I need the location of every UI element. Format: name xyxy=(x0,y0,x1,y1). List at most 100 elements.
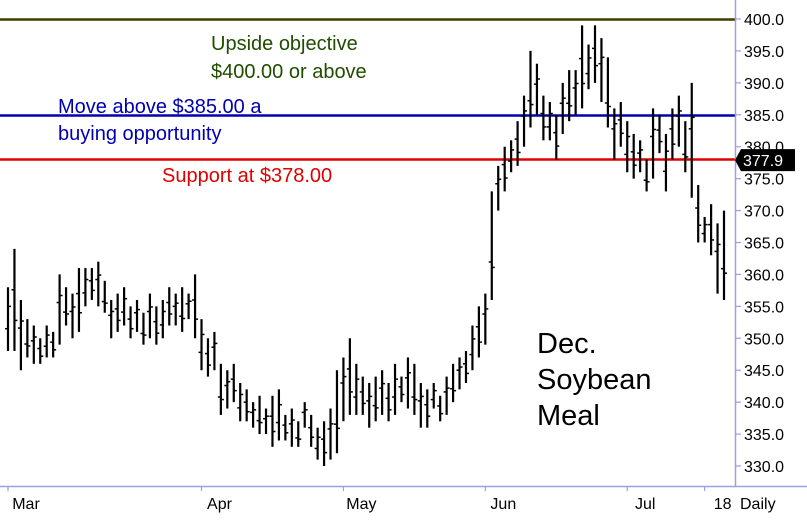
price-bar xyxy=(379,370,386,415)
price-bar xyxy=(643,159,650,192)
price-bar xyxy=(179,287,186,332)
y-tick-label: 335.0 xyxy=(744,427,784,444)
price-bar xyxy=(204,338,211,377)
price-bar xyxy=(295,421,302,447)
y-tick-label: 400.0 xyxy=(744,12,784,29)
price-bar xyxy=(482,293,489,345)
y-tick-label: 385.0 xyxy=(744,108,784,125)
x-tick-label: Apr xyxy=(207,496,233,513)
price-bar xyxy=(372,376,379,422)
price-bar xyxy=(450,363,457,403)
price-bar xyxy=(527,50,534,128)
price-bar xyxy=(314,427,321,460)
y-tick-label: 355.0 xyxy=(744,299,784,316)
price-bar xyxy=(269,395,276,447)
price-bar xyxy=(688,82,695,198)
price-bar xyxy=(127,306,134,339)
price-bar xyxy=(24,319,31,358)
price-bar xyxy=(282,414,289,441)
price-bar xyxy=(572,70,579,115)
price-bar xyxy=(327,408,334,460)
price-bar xyxy=(417,382,424,428)
y-tick-label: 390.0 xyxy=(744,76,784,93)
price-bar xyxy=(340,357,347,422)
x-tick-label: Mar xyxy=(12,496,40,513)
price-bar xyxy=(662,133,669,192)
price-bar xyxy=(82,268,89,307)
price-bar xyxy=(230,363,237,403)
price-bar xyxy=(198,319,205,371)
level-lines xyxy=(0,18,735,161)
price-bar xyxy=(488,191,495,300)
price-bar xyxy=(611,108,618,160)
price-bar xyxy=(256,395,263,435)
price-bar xyxy=(559,82,566,134)
price-bar xyxy=(675,95,682,147)
x-tick-label: Jun xyxy=(490,496,516,513)
level-label-objective: Upside objective xyxy=(211,33,358,55)
level-label-buy: Move above $385.00 a xyxy=(58,96,262,118)
price-bar xyxy=(43,325,50,358)
y-tick-label: 350.0 xyxy=(744,331,784,348)
price-bar xyxy=(624,121,631,173)
price-bar xyxy=(263,408,270,435)
frequency-label: Daily xyxy=(740,496,776,513)
price-bar xyxy=(166,287,173,326)
price-bar xyxy=(75,268,82,332)
price-bar xyxy=(721,210,727,300)
price-bar xyxy=(533,63,540,115)
last-price-box xyxy=(735,149,795,172)
price-bar xyxy=(146,293,153,339)
price-bar xyxy=(37,338,44,364)
price-bar xyxy=(437,395,444,422)
price-bar xyxy=(553,114,560,160)
price-bar xyxy=(540,95,547,141)
price-bar xyxy=(521,95,528,147)
price-bar xyxy=(701,216,708,243)
price-bar xyxy=(211,331,218,371)
price-bars xyxy=(5,25,727,466)
y-tick-label: 375.0 xyxy=(744,172,784,189)
price-bar xyxy=(275,389,282,441)
price-bar xyxy=(140,312,147,345)
price-bar xyxy=(617,102,624,147)
last-price-label: 377.9 xyxy=(743,153,783,170)
price-bar xyxy=(456,357,463,390)
price-bar xyxy=(546,102,553,141)
price-bar xyxy=(250,402,257,428)
price-bar xyxy=(17,299,24,371)
y-tick-label: 395.0 xyxy=(744,44,784,61)
price-bar xyxy=(11,248,18,352)
price-bar xyxy=(243,389,250,422)
y-tick-label: 330.0 xyxy=(744,459,784,476)
price-bar xyxy=(495,165,502,211)
price-bar xyxy=(566,70,573,122)
price-bar xyxy=(308,414,315,447)
price-bar xyxy=(708,204,715,256)
price-bar xyxy=(134,299,141,332)
price-bar xyxy=(321,421,328,466)
y-tick-label: 360.0 xyxy=(744,267,784,284)
price-bar xyxy=(237,382,244,422)
price-bar xyxy=(404,357,411,409)
y-tick-label: 370.0 xyxy=(744,204,784,221)
chart-title: Dec. Soybean Meal xyxy=(537,328,652,432)
price-bar xyxy=(30,325,37,364)
price-bar xyxy=(591,25,598,83)
price-bar xyxy=(185,293,192,320)
price-bar xyxy=(88,268,95,300)
y-tick-label: 345.0 xyxy=(744,363,784,380)
x-tick-label: Jul xyxy=(635,496,655,513)
price-bar xyxy=(63,287,70,326)
price-bar xyxy=(121,287,128,326)
price-bar xyxy=(475,306,482,358)
price-bar xyxy=(469,325,476,371)
price-bar xyxy=(501,146,508,192)
plot-background xyxy=(0,0,735,486)
price-bar xyxy=(585,44,592,90)
price-bar xyxy=(579,25,586,109)
price-bar xyxy=(682,121,689,173)
price-bar xyxy=(411,363,418,415)
